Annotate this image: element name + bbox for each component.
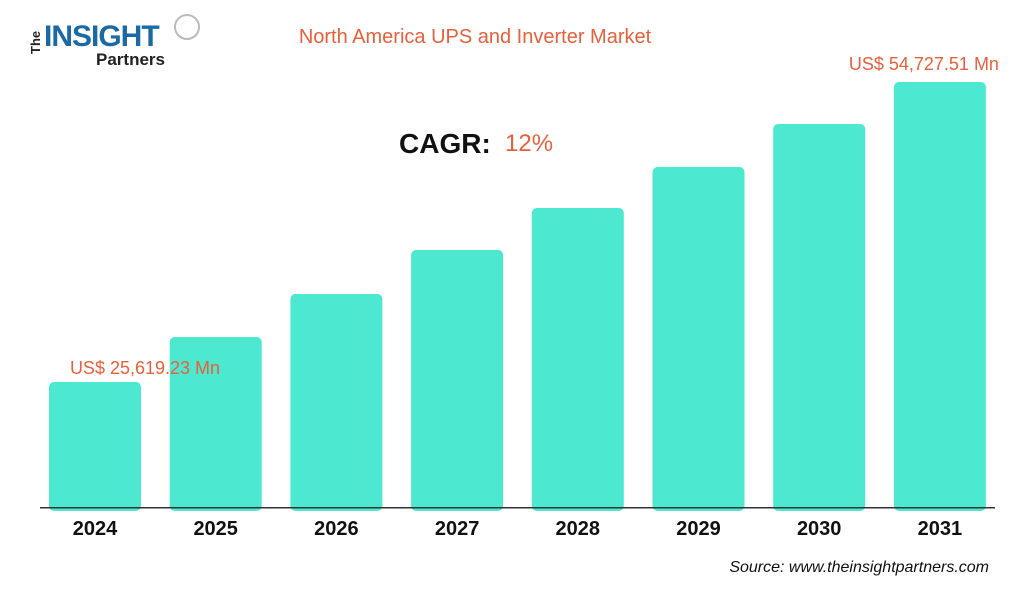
bar-2024 bbox=[49, 382, 141, 511]
bar-2029 bbox=[652, 167, 745, 512]
bar-2027 bbox=[411, 250, 504, 511]
magnifier-icon bbox=[174, 14, 200, 40]
x-tick-label: 2029 bbox=[676, 518, 721, 540]
logo: The INSIGHT Partners bbox=[28, 14, 200, 70]
bar-2031 bbox=[893, 82, 986, 512]
cagr-value: 12% bbox=[505, 130, 554, 157]
logo-partners: Partners bbox=[96, 50, 165, 69]
cagr-label: CAGR: bbox=[399, 128, 491, 159]
x-tick-label: 2027 bbox=[435, 518, 480, 540]
chart-title: North America UPS and Inverter Market bbox=[298, 26, 652, 48]
x-tick-label: 2030 bbox=[797, 518, 842, 540]
x-tick-label: 2031 bbox=[918, 518, 963, 540]
first-value-label: US$ 25,619.23 Mn bbox=[70, 358, 220, 378]
bar-2030 bbox=[773, 124, 866, 512]
x-tick-label: 2026 bbox=[314, 518, 359, 540]
bar-2025 bbox=[169, 337, 262, 511]
logo-insight: INSIGHT bbox=[44, 20, 160, 53]
bar-2026 bbox=[290, 294, 383, 511]
source-text: Source: www.theinsightpartners.com bbox=[729, 559, 989, 576]
last-value-label: US$ 54,727.51 Mn bbox=[849, 54, 999, 74]
x-tick-label: 2024 bbox=[73, 518, 118, 540]
x-tick-label: 2025 bbox=[193, 518, 238, 540]
bar-2028 bbox=[531, 208, 624, 511]
x-axis-line bbox=[40, 507, 995, 509]
x-tick-label: 2028 bbox=[556, 518, 601, 540]
